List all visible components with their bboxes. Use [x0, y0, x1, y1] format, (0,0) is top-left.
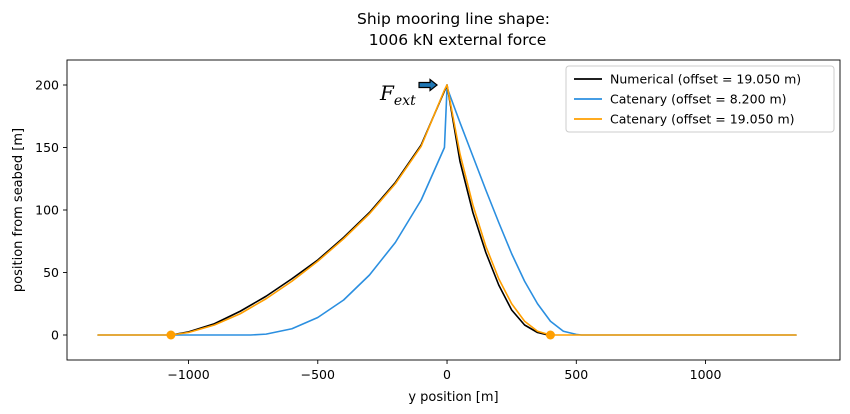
- legend-entry: Catenary (offset = 8.200 m): [610, 92, 787, 107]
- y-tick-label: 200: [35, 78, 59, 93]
- y-axis: 0 50 100 150 200: [35, 78, 67, 343]
- x-tick-label: 1000: [690, 367, 722, 382]
- x-axis-label: y position [m]: [408, 390, 498, 405]
- y-axis-label: position from seabed [m]: [11, 128, 26, 292]
- series-line-numerical: [170, 84, 549, 336]
- force-arrow-icon: [418, 78, 439, 92]
- y-tick-label: 150: [35, 140, 59, 155]
- x-tick-label: 0: [443, 367, 451, 382]
- series-line-catenary-8200: [97, 86, 797, 336]
- y-tick-label: 100: [35, 203, 59, 218]
- x-axis: −1000 −500 0 500 1000: [167, 360, 722, 382]
- marker-layer: [166, 330, 555, 340]
- y-tick-label: 50: [43, 265, 59, 280]
- chart-title-line2: 1006 kN external force: [369, 31, 547, 49]
- y-tick-label: 0: [51, 328, 59, 343]
- legend-entry: Numerical (offset = 19.050 m): [610, 72, 801, 87]
- fext-label: Fext: [379, 81, 416, 109]
- x-tick-label: −500: [301, 367, 335, 382]
- x-tick-label: −1000: [167, 367, 209, 382]
- touchdown-marker: [166, 330, 176, 340]
- series-line-catenary-19050: [97, 84, 797, 336]
- series-layer: [97, 84, 797, 336]
- external-force-annotation: Fext: [379, 78, 439, 109]
- x-tick-label: 500: [564, 367, 588, 382]
- chart-title-line1: Ship mooring line shape:: [357, 10, 550, 28]
- legend: Numerical (offset = 19.050 m) Catenary (o…: [565, 65, 835, 133]
- touchdown-marker: [545, 330, 555, 340]
- legend-box: [565, 65, 835, 133]
- legend-entry: Catenary (offset = 19.050 m): [610, 112, 795, 127]
